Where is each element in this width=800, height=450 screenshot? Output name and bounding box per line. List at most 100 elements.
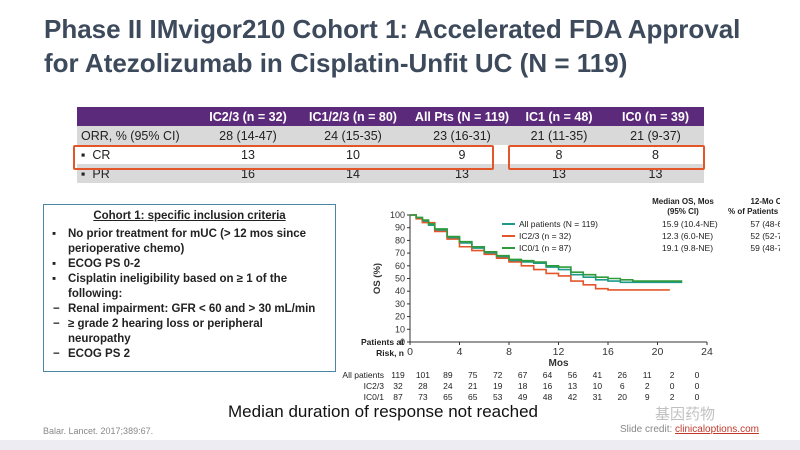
x-tick-label: 4	[457, 346, 463, 358]
median-os-header: (95% CI)	[667, 207, 699, 216]
at-risk-value: 0	[670, 381, 675, 391]
at-risk-value: 18	[518, 381, 528, 391]
at-risk-value: 64	[543, 370, 553, 380]
cr-highlight-left	[73, 145, 494, 170]
y-tick-label: 10	[395, 324, 405, 334]
at-risk-value: 56	[568, 370, 578, 380]
criteria-subitem: − Renal impairment: GFR < 60 and > 30 mL/…	[52, 302, 327, 317]
at-risk-label: Risk, n	[376, 348, 404, 358]
x-tick-label: 8	[506, 346, 512, 358]
at-risk-row-name: IC0/1	[364, 392, 385, 402]
series-line-2	[410, 214, 683, 282]
slide-credit-link[interactable]: clinicaloptions.com	[675, 424, 759, 435]
at-risk-value: 2	[645, 381, 650, 391]
y-tick-label: 30	[395, 299, 405, 309]
at-risk-value: 24	[443, 381, 453, 391]
x-axis-label: Mos	[549, 358, 569, 369]
title-line-2: for Atezolizumab in Cisplatin-Unfit UC (…	[44, 48, 628, 78]
at-risk-value: 2	[670, 392, 675, 402]
criteria-item-text: Cisplatin ineligibility based on ≥ 1 of …	[68, 273, 288, 300]
cr-highlight-right	[508, 145, 705, 170]
slide-credit-label: Slide credit:	[620, 424, 676, 435]
at-risk-value: 11	[643, 370, 652, 380]
slide-title: Phase II IMvigor210 Cohort 1: Accelerate…	[44, 12, 764, 80]
at-risk-value: 0	[695, 370, 700, 380]
criteria-subitem-text: Renal impairment: GFR < 60 and > 30 mL/m…	[68, 303, 316, 315]
legend-entry: All patients (N = 119)	[519, 219, 598, 229]
criteria-heading: Cohort 1: specific inclusion criteria	[93, 210, 286, 222]
table-header-blank	[77, 107, 195, 126]
row-label-text: PR	[92, 166, 110, 181]
table-row-orr: 21 (11-35) 21 (9-37)	[511, 126, 704, 145]
at-risk-value: 2	[670, 370, 675, 380]
at-risk-value: 31	[593, 392, 603, 402]
table-cell: 10	[301, 145, 405, 164]
os-chart: 0 10 20 30 40 50 60 70 80 90 100 0 4 8 12 16 20 24 OS (%) M…	[340, 195, 780, 410]
y-tick-label: 50	[395, 274, 405, 284]
x-tick-label: 12	[553, 346, 565, 358]
citation: Balar. Lancet. 2017;389:67.	[43, 426, 154, 436]
at-risk-value: 41	[593, 370, 603, 380]
title-line-1: Phase II IMvigor210 Cohort 1: Accelerate…	[44, 14, 741, 44]
criteria-subitem-text: ≥ grade 2 hearing loss or peripheral neu…	[68, 318, 263, 345]
series-line-1	[410, 214, 670, 291]
twelve-mo-os-value: 59 (48-70)	[750, 243, 780, 253]
y-tick-label: 20	[395, 312, 405, 322]
table-cell: 13	[195, 145, 301, 164]
criteria-subitem: − ECOG PS 2	[52, 347, 327, 362]
table-cell: 28 (14-47)	[195, 126, 301, 145]
table-row-cr: ▪ CR 13 10 9	[77, 145, 519, 164]
at-risk-value: 13	[568, 381, 578, 391]
y-tick-label: 40	[395, 286, 405, 296]
at-risk-value: 19	[493, 381, 503, 391]
watermark-text: 基因药物	[655, 406, 716, 423]
at-risk-value: 16	[543, 381, 553, 391]
y-tick-label: 100	[390, 210, 405, 220]
row-label-text: CR	[92, 147, 111, 162]
bullet-marker: ▪	[81, 166, 86, 181]
median-os-value: 19.1 (9.8-NE)	[662, 243, 713, 253]
row-label: ORR, % (95% CI)	[77, 126, 195, 145]
at-risk-row-name: IC2/3	[364, 381, 385, 391]
table-cell: 8	[511, 145, 607, 164]
criteria-item: ▪ No prior treatment for mUC (> 12 mos si…	[52, 227, 327, 257]
bullet-marker: ▪	[52, 228, 57, 240]
at-risk-value: 101	[416, 370, 430, 380]
criteria-item-text: No prior treatment for mUC (> 12 mos sin…	[68, 228, 307, 255]
x-tick-label: 24	[701, 346, 713, 358]
table-row-orr: ORR, % (95% CI) 28 (14-47) 24 (15-35) 23…	[77, 126, 519, 145]
median-os-value: 15.9 (10.4-NE)	[662, 219, 718, 229]
at-risk-value: 21	[468, 381, 478, 391]
criteria-subitem: − ≥ grade 2 hearing loss or peripheral ne…	[52, 317, 327, 347]
dash-marker: −	[53, 318, 60, 330]
y-tick-label: 60	[395, 261, 405, 271]
table-header-ic123: IC1/2/3 (n = 80)	[301, 107, 405, 126]
table-header-ic0: IC0 (n = 39)	[607, 107, 704, 126]
at-risk-value: 53	[493, 392, 503, 402]
table-cell: 8	[607, 145, 704, 164]
legend-entry: IC2/3 (n = 32)	[519, 231, 571, 241]
twelve-mo-header: 12-Mo OS,	[750, 197, 780, 206]
legend-entry: IC0/1 (n = 87)	[519, 243, 571, 253]
table-cell: 21 (11-35)	[511, 126, 607, 145]
at-risk-value: 48	[543, 392, 553, 402]
bullet-marker: ▪	[81, 147, 86, 162]
bullet-marker: ▪	[52, 258, 57, 270]
at-risk-value: 0	[695, 381, 700, 391]
y-tick-label: 90	[395, 223, 405, 233]
x-tick-label: 20	[652, 346, 664, 358]
table-row-cr: 8 8	[511, 145, 704, 164]
criteria-item: ▪ Cisplatin ineligibility based on ≥ 1 of…	[52, 272, 327, 302]
at-risk-value: 65	[443, 392, 453, 402]
table-cell: 24 (15-35)	[301, 126, 405, 145]
at-risk-value: 87	[393, 392, 403, 402]
y-tick-label: 80	[395, 235, 405, 245]
at-risk-value: 72	[493, 370, 503, 380]
at-risk-value: 32	[393, 381, 403, 391]
at-risk-value: 73	[418, 392, 428, 402]
dash-marker: −	[53, 348, 60, 360]
at-risk-value: 119	[391, 370, 405, 380]
at-risk-value: 67	[518, 370, 528, 380]
at-risk-value: 89	[443, 370, 453, 380]
